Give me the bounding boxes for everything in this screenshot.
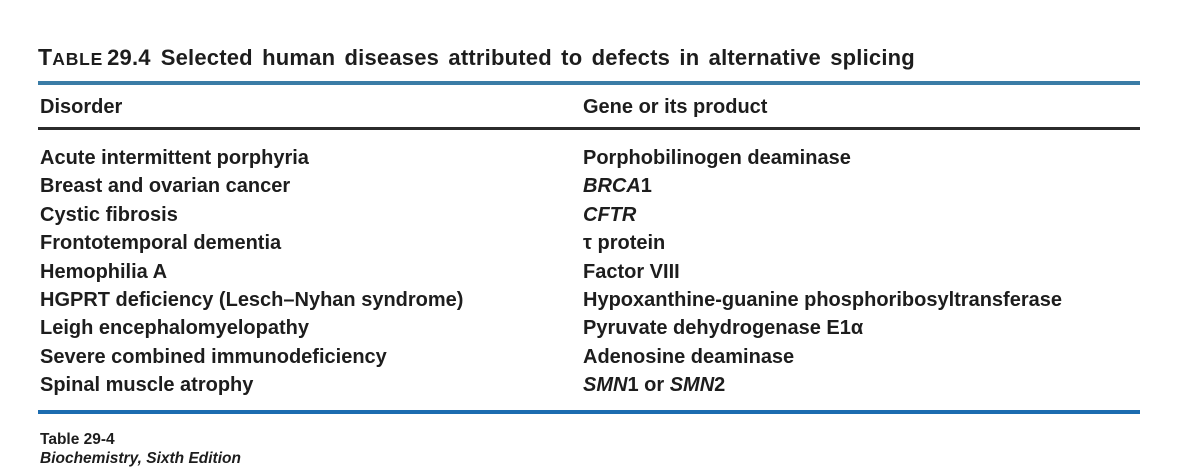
gene-text: τ protein [583, 232, 666, 255]
gene-name-italic: SMN [669, 374, 715, 397]
title-caption-text: Selected human diseases attributed to de… [160, 45, 915, 70]
table-row: Severe combined immunodeficiency Adenosin… [38, 343, 1140, 371]
disorder-cell: Spinal muscle atrophy [40, 374, 254, 397]
table-row: Spinal muscle atrophy SMN1 or SMN2 [38, 371, 1140, 399]
disorder-cell: Frontotemporal dementia [40, 232, 282, 255]
disorder-cell: Severe combined immunodeficiency [40, 345, 387, 368]
bottom-rule [38, 410, 1140, 414]
gene-product-cell: Hypoxanthine-guanine phosphoribosyltrans… [583, 286, 1140, 314]
title-table-number: 29.4 [107, 45, 151, 70]
title-table-word-initial: T [38, 44, 53, 70]
gene-text: 2 [714, 374, 726, 397]
gene-product-cell: CFTR [583, 201, 1140, 229]
disorder-cell: HGPRT deficiency (Lesch–Nyhan syndrome) [40, 289, 464, 312]
gene-text: Porphobilinogen deaminase [583, 147, 851, 169]
disorder-cell: Cystic fibrosis [40, 203, 178, 226]
figure-source-title: Biochemistry, Sixth Edition [40, 450, 241, 467]
table-row: Breast and ovarian cancer BRCA1 [38, 172, 1140, 200]
table-row: Frontotemporal dementia τ protein [38, 229, 1140, 257]
gene-product-cell: SMN1 or SMN2 [583, 371, 1140, 399]
table-row: HGPRT deficiency (Lesch–Nyhan syndrome) H… [38, 286, 1140, 314]
gene-text: 1 or [627, 374, 670, 397]
table-header-row: Disorder Gene or its product [38, 94, 1140, 120]
column-header-disorder: Disorder [40, 96, 123, 118]
gene-product-cell: Porphobilinogen deaminase [583, 144, 1140, 172]
gene-text: Adenosine deaminase [583, 345, 795, 368]
table-row: Leigh encephalomyelopathy Pyruvate dehydr… [38, 314, 1140, 342]
table-row: Hemophilia A Factor VIII [38, 258, 1140, 286]
disorder-cell: Breast and ovarian cancer [40, 175, 291, 198]
table-row: Cystic fibrosis CFTR [38, 201, 1140, 229]
gene-product-cell: τ protein [583, 229, 1140, 257]
gene-name-italic: CFTR [583, 203, 637, 226]
top-rule [38, 81, 1140, 85]
table-body: Acute intermittent porphyria Porphobilino… [38, 144, 1140, 400]
table-figure: TABLE 29.4 Selected human diseases attribu… [38, 0, 1140, 470]
disorder-cell: Hemophilia A [40, 260, 168, 283]
gene-product-cell: Pyruvate dehydrogenase E1α [583, 314, 1140, 342]
figure-number: Table 29-4 [40, 431, 115, 448]
gene-name-italic: BRCA [583, 175, 641, 198]
gene-product-cell: Factor VIII [583, 258, 1140, 286]
gene-text: Hypoxanthine-guanine phosphoribosyltrans… [583, 289, 1062, 312]
figure-footer: Table 29-4 Biochemistry, Sixth Edition [40, 430, 241, 468]
header-divider-rule [38, 127, 1140, 130]
column-header-gene-product: Gene or its product [583, 96, 768, 118]
disorder-cell: Leigh encephalomyelopathy [40, 317, 309, 340]
title-table-word-rest: ABLE [52, 49, 104, 69]
gene-product-cell: Adenosine deaminase [583, 343, 1140, 371]
disorder-cell: Acute intermittent porphyria [40, 147, 309, 169]
gene-product-cell: BRCA1 [583, 172, 1140, 200]
table-row: Acute intermittent porphyria Porphobilino… [38, 144, 1140, 172]
gene-text: Factor VIII [583, 260, 680, 283]
gene-name-italic: SMN [583, 374, 628, 397]
table-title: TABLE 29.4 Selected human diseases attribu… [38, 44, 915, 71]
gene-text: 1 [640, 175, 652, 198]
gene-text: Pyruvate dehydrogenase E1α [583, 317, 864, 340]
